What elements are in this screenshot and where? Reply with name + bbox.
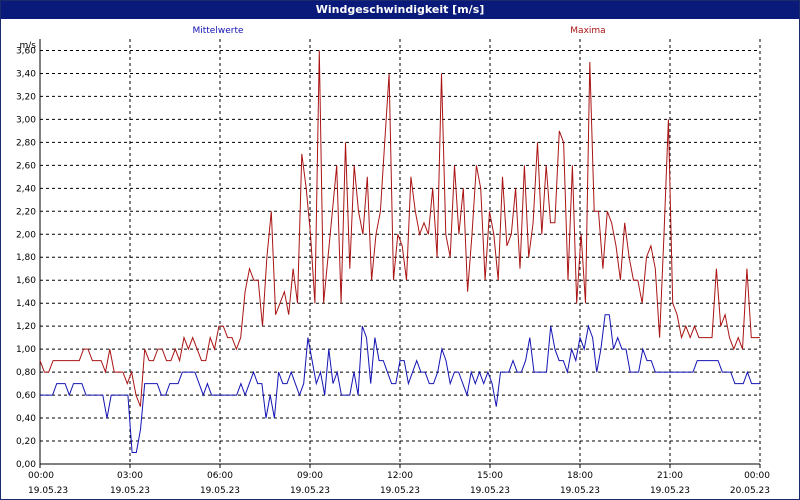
x-tick-date: 19.05.23 <box>110 486 150 496</box>
x-tick-date: 19.05.23 <box>380 486 420 496</box>
y-tick-label: 3,20 <box>16 92 36 102</box>
x-tick-time: 18:00 <box>567 471 593 481</box>
y-tick-label: 0,00 <box>16 460 36 470</box>
y-tick-label: 2,40 <box>16 184 36 194</box>
x-tick-date: 19.05.23 <box>470 486 510 496</box>
chart-title: Windgeschwindigkeit [m/s] <box>1 1 799 19</box>
y-tick-label: 1,40 <box>16 299 36 309</box>
x-tick-date: 19.05.23 <box>200 486 240 496</box>
x-tick-time: 00:00 <box>744 471 770 481</box>
y-tick-label: 0,40 <box>16 414 36 424</box>
x-tick-time: 21:00 <box>657 471 683 481</box>
y-axis-label: m/s <box>20 41 37 51</box>
series-line-2 <box>39 50 760 407</box>
series-line-1 <box>40 314 760 453</box>
y-tick-label: 0,80 <box>16 368 36 378</box>
y-tick-label: 3,40 <box>16 69 36 79</box>
legend-entry-1: Mittelwerte <box>192 26 243 36</box>
y-tick-label: 1,20 <box>16 322 36 332</box>
y-tick-label: 2,00 <box>16 230 36 240</box>
y-tick-label: 2,60 <box>16 161 36 171</box>
x-tick-time: 03:00 <box>117 471 143 481</box>
x-tick-time: 12:00 <box>387 471 413 481</box>
y-tick-label: 0,20 <box>16 437 36 447</box>
y-tick-label: 2,80 <box>16 138 36 148</box>
legend-entry-2: Maxima <box>570 26 605 36</box>
y-tick-label: 0,60 <box>16 391 36 401</box>
x-tick-date: 19.05.23 <box>290 486 330 496</box>
x-tick-date: 19.05.23 <box>650 486 690 496</box>
y-tick-label: 2,20 <box>16 207 36 217</box>
x-tick-date: 19.05.23 <box>560 486 600 496</box>
x-tick-time: 06:00 <box>207 471 233 481</box>
y-tick-label: 1,00 <box>16 345 36 355</box>
x-tick-time: 00:00 <box>28 471 54 481</box>
y-tick-label: 1,80 <box>16 253 36 263</box>
x-tick-time: 15:00 <box>477 471 503 481</box>
x-tick-date: 19.05.23 <box>28 486 68 496</box>
y-tick-label: 3,00 <box>16 115 36 125</box>
x-tick-date: 20.05.23 <box>730 486 770 496</box>
x-tick-time: 09:00 <box>297 471 323 481</box>
y-tick-label: 1,60 <box>16 276 36 286</box>
y-tick-label: 3,60 <box>16 46 36 56</box>
